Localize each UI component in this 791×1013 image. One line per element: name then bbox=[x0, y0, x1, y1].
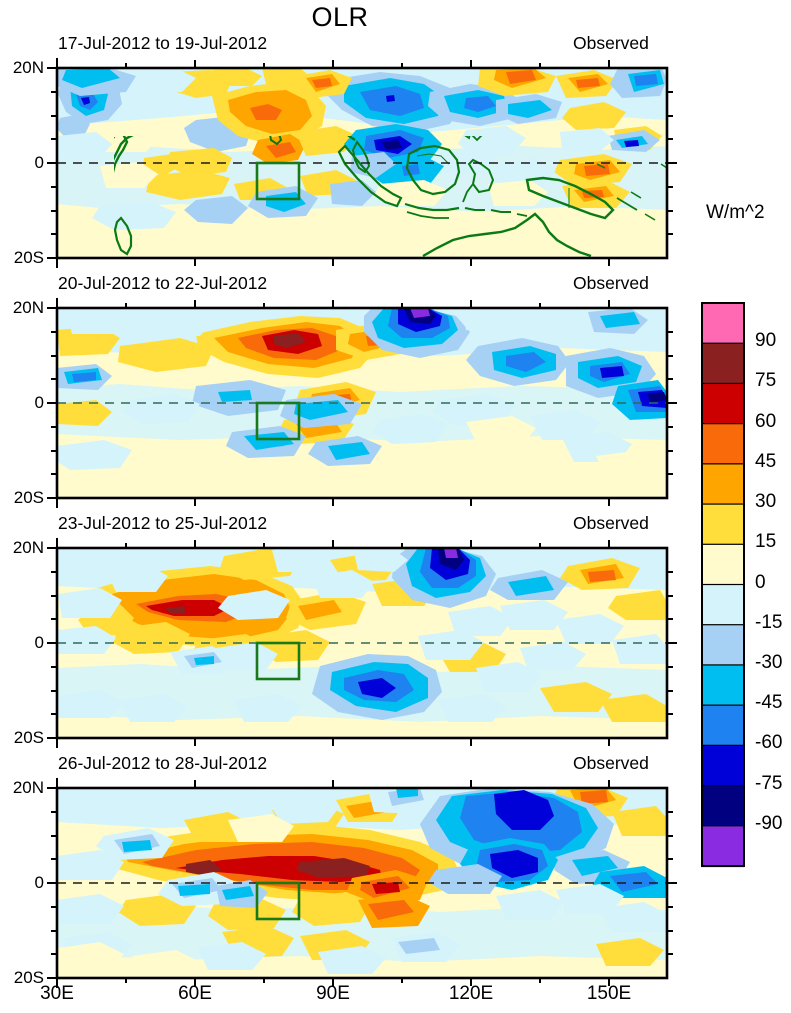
panel-2-date-label: 20-Jul-2012 to 22-Jul-2012 bbox=[58, 273, 268, 293]
panel-3-ytick-20n: 20N bbox=[12, 538, 44, 557]
panel-4-source-label: Observed bbox=[573, 753, 649, 773]
panel-4 bbox=[47, 778, 677, 988]
xtick-30e: 30E bbox=[40, 983, 74, 1004]
panel-1-ticks bbox=[47, 58, 677, 268]
colorbar-tick-label: -15 bbox=[755, 611, 783, 633]
colorbar-tick-label: -60 bbox=[755, 732, 783, 754]
panel-4-ytick-0: 0 bbox=[34, 873, 44, 892]
panel-3-ytick-0: 0 bbox=[34, 633, 44, 652]
colorbar-band bbox=[701, 624, 745, 667]
panel-1-ytick-20n: 20N bbox=[12, 58, 44, 77]
colorbar-tick-label: 75 bbox=[755, 370, 777, 392]
xtick-60e: 60E bbox=[178, 983, 212, 1004]
study-region-box bbox=[255, 401, 301, 441]
colorbar-band bbox=[701, 503, 745, 546]
panel-3-source-label: Observed bbox=[573, 513, 649, 533]
colorbar-band bbox=[701, 342, 745, 385]
colorbar-tick-label: 15 bbox=[755, 531, 777, 553]
panel-1-source-label: Observed bbox=[573, 33, 649, 53]
colorbar-tick-label: -90 bbox=[755, 812, 783, 834]
panel-2-ytick-20s: 20S bbox=[13, 488, 44, 507]
panel-3-field bbox=[57, 548, 667, 738]
colorbar-tick-label: 30 bbox=[755, 491, 777, 513]
panel-3-date-label: 23-Jul-2012 to 25-Jul-2012 bbox=[58, 513, 268, 533]
colorbar-tick-label: -45 bbox=[755, 692, 783, 714]
colorbar-band bbox=[701, 382, 745, 425]
colorbar bbox=[701, 302, 745, 868]
panel-1 bbox=[47, 58, 677, 268]
panel-2-ytick-0: 0 bbox=[34, 393, 44, 412]
page-title: OLR bbox=[311, 2, 369, 32]
colorbar-band bbox=[701, 744, 745, 787]
colorbar-tick-label: 0 bbox=[755, 571, 766, 593]
colorbar-band bbox=[701, 704, 745, 747]
colorbar-tick-label: -30 bbox=[755, 651, 783, 673]
colorbar-band bbox=[701, 463, 745, 506]
panel-2-source-label: Observed bbox=[573, 273, 649, 293]
colorbar-tick-label: 90 bbox=[755, 330, 777, 352]
colorbar-band bbox=[701, 543, 745, 586]
colorbar-band bbox=[701, 302, 745, 345]
panel-4-date-label: 26-Jul-2012 to 28-Jul-2012 bbox=[58, 753, 268, 773]
xtick-90e: 90E bbox=[316, 983, 350, 1004]
colorbar-band bbox=[701, 583, 745, 626]
panel-4-ticks bbox=[47, 778, 677, 988]
colorbar-band bbox=[701, 784, 745, 827]
panel-1-ytick-0: 0 bbox=[34, 153, 44, 172]
colorbar-band bbox=[701, 664, 745, 707]
panel-2 bbox=[47, 298, 677, 508]
panel-2-ytick-20n: 20N bbox=[12, 298, 44, 317]
colorbar-frame bbox=[701, 302, 745, 867]
study-region-box bbox=[255, 161, 301, 201]
panel-4-ytick-20n: 20N bbox=[12, 778, 44, 797]
xtick-120e: 120E bbox=[448, 983, 494, 1004]
panel-3-ticks bbox=[47, 538, 677, 748]
panel-3 bbox=[47, 538, 677, 748]
panel-3-ytick-20s: 20S bbox=[13, 728, 44, 747]
colorbar-band bbox=[701, 825, 745, 868]
panel-4-ytick-20s: 20S bbox=[13, 968, 44, 987]
study-region-box bbox=[255, 881, 301, 921]
colorbar-tick-label: 45 bbox=[755, 450, 777, 472]
colorbar-units-label: W/m^2 bbox=[706, 202, 765, 223]
panel-4-field bbox=[57, 788, 667, 978]
panel-1-date-label: 17-Jul-2012 to 19-Jul-2012 bbox=[58, 33, 268, 53]
colorbar-tick-label: -75 bbox=[755, 772, 783, 794]
colorbar-band bbox=[701, 423, 745, 465]
panel-1-ytick-20s: 20S bbox=[13, 248, 44, 267]
study-region-box bbox=[255, 641, 301, 681]
xtick-150e: 150E bbox=[586, 983, 632, 1004]
colorbar-tick-label: 60 bbox=[755, 410, 777, 432]
panel-2-ticks bbox=[47, 298, 677, 508]
